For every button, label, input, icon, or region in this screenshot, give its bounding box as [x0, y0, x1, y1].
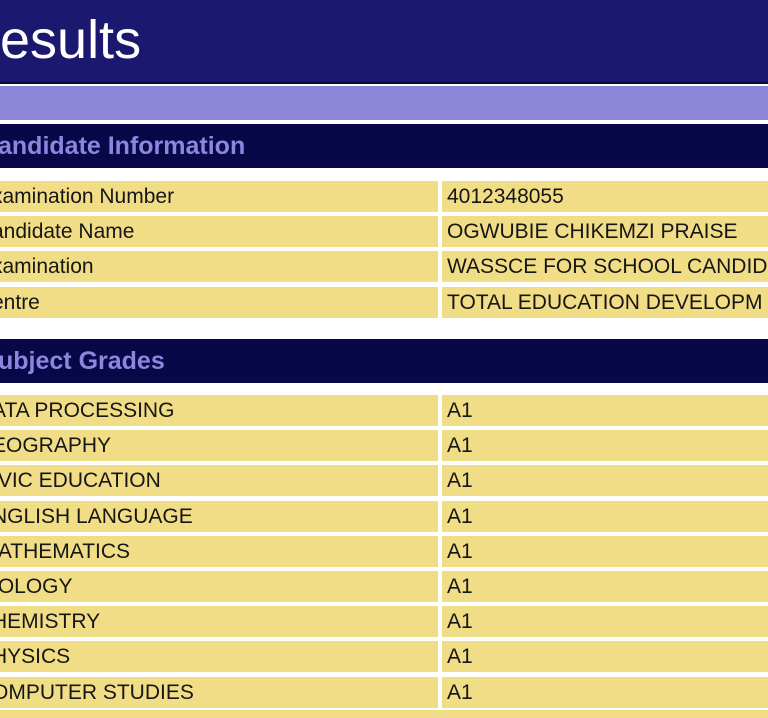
- subject-grade: A1: [447, 434, 473, 458]
- table-row: OMPUTER STUDIES A1: [0, 676, 768, 712]
- info-label-cell: andidate Name: [0, 216, 438, 248]
- subject-grades-title: ubject Grades: [0, 347, 165, 375]
- table-bottom-edge: [0, 710, 768, 718]
- page-title: esults: [0, 10, 142, 70]
- subject-name: NGLISH LANGUAGE: [0, 504, 193, 528]
- info-value-cell: 4012348055: [442, 181, 768, 212]
- grade-cell: A1: [442, 676, 768, 708]
- grade-cell: A1: [442, 395, 768, 426]
- candidate-name-value: OGWUBIE CHIKEMZI PRAISE: [447, 220, 738, 244]
- subject-cell: EOGRAPHY: [0, 430, 438, 462]
- subject-cell: NGLISH LANGUAGE: [0, 500, 438, 532]
- subject-name: ATA PROCESSING: [0, 399, 175, 422]
- table-row: HYSICS A1: [0, 641, 768, 676]
- grade-cell: A1: [442, 535, 768, 567]
- subject-grade: A1: [447, 399, 473, 422]
- info-value-cell: WASSCE FOR SCHOOL CANDID: [442, 251, 768, 283]
- grade-cell: A1: [442, 500, 768, 532]
- subject-cell: HEMISTRY: [0, 606, 438, 638]
- grade-cell: A1: [442, 570, 768, 602]
- table-row: ATA PROCESSING A1: [0, 395, 768, 430]
- header-divider: [0, 120, 768, 124]
- subject-grade: A1: [447, 504, 473, 528]
- subject-grade: A1: [447, 469, 473, 493]
- grade-cell: A1: [442, 641, 768, 673]
- table-row: xamination WASSCE FOR SCHOOL CANDID: [0, 251, 768, 286]
- table-row: HEMISTRY A1: [0, 606, 768, 641]
- subject-name: HEMISTRY: [0, 610, 101, 634]
- examination-number-value: 4012348055: [447, 185, 564, 208]
- info-label-cell: xamination: [0, 251, 438, 283]
- subject-grade: A1: [447, 680, 473, 704]
- info-label-cell: entre: [0, 286, 438, 318]
- candidate-information-title: andidate Information: [0, 132, 246, 160]
- table-row: IVIC EDUCATION A1: [0, 465, 768, 500]
- subject-grade: A1: [447, 539, 473, 563]
- subject-name: IATHEMATICS: [0, 539, 131, 563]
- subject-grade: A1: [447, 610, 473, 634]
- info-label: entre: [0, 290, 40, 314]
- table-row: IATHEMATICS A1: [0, 535, 768, 571]
- subject-cell: HYSICS: [0, 641, 438, 673]
- subject-grades-table: ATA PROCESSING A1 EOGRAPHY A1 IVIC EDUCA…: [0, 395, 768, 712]
- grade-cell: A1: [442, 606, 768, 638]
- candidate-information-table: xamination Number 4012348055 andidate Na…: [0, 181, 768, 322]
- info-value-cell: OGWUBIE CHIKEMZI PRAISE: [442, 216, 768, 248]
- table-row: xamination Number 4012348055: [0, 181, 768, 216]
- subject-grade: A1: [447, 645, 473, 669]
- table-row: andidate Name OGWUBIE CHIKEMZI PRAISE: [0, 216, 768, 251]
- header-accent-band: [0, 86, 768, 120]
- info-label-cell: xamination Number: [0, 181, 438, 212]
- table-row: IOLOGY A1: [0, 570, 768, 606]
- grade-cell: A1: [442, 465, 768, 497]
- info-label: xamination Number: [0, 185, 175, 208]
- subject-cell: IVIC EDUCATION: [0, 465, 438, 497]
- table-row: entre TOTAL EDUCATION DEVELOPM: [0, 286, 768, 322]
- table-row: NGLISH LANGUAGE A1: [0, 500, 768, 536]
- results-title-bar: esults: [0, 0, 768, 84]
- candidate-information-header: andidate Information: [0, 124, 768, 168]
- subject-name: EOGRAPHY: [0, 434, 112, 458]
- info-value-cell: TOTAL EDUCATION DEVELOPM: [442, 286, 768, 318]
- subject-cell: OMPUTER STUDIES: [0, 676, 438, 708]
- subject-cell: IATHEMATICS: [0, 535, 438, 567]
- table-row: EOGRAPHY A1: [0, 430, 768, 465]
- subject-name: IOLOGY: [0, 574, 73, 598]
- subject-name: OMPUTER STUDIES: [0, 680, 194, 704]
- subject-name: HYSICS: [0, 645, 71, 669]
- subject-grades-header: ubject Grades: [0, 339, 768, 383]
- subject-cell: ATA PROCESSING: [0, 395, 438, 426]
- info-label: andidate Name: [0, 220, 135, 244]
- subject-grade: A1: [447, 574, 473, 598]
- subject-name: IVIC EDUCATION: [0, 469, 161, 493]
- grade-cell: A1: [442, 430, 768, 462]
- info-label: xamination: [0, 255, 94, 279]
- examination-value: WASSCE FOR SCHOOL CANDID: [447, 255, 768, 279]
- subject-cell: IOLOGY: [0, 570, 438, 602]
- centre-value: TOTAL EDUCATION DEVELOPM: [447, 290, 763, 314]
